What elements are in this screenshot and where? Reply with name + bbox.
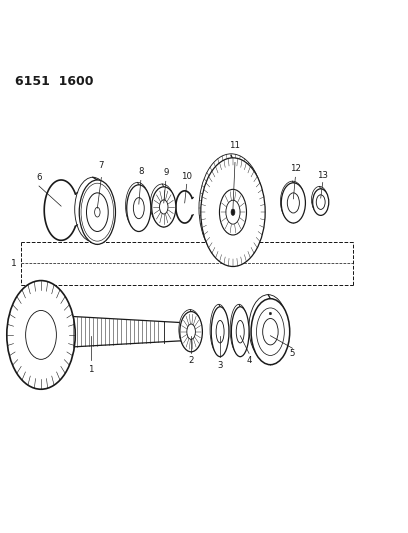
Ellipse shape — [75, 177, 111, 241]
Ellipse shape — [126, 182, 150, 229]
Ellipse shape — [281, 183, 306, 223]
Ellipse shape — [263, 319, 278, 345]
Ellipse shape — [230, 304, 248, 354]
Ellipse shape — [26, 310, 56, 359]
Ellipse shape — [86, 193, 108, 231]
Ellipse shape — [231, 209, 235, 215]
Ellipse shape — [313, 189, 329, 215]
Ellipse shape — [257, 308, 284, 356]
Ellipse shape — [231, 307, 249, 357]
Ellipse shape — [311, 187, 328, 213]
Ellipse shape — [160, 200, 168, 214]
Ellipse shape — [199, 154, 263, 262]
Text: 12: 12 — [290, 164, 301, 173]
Ellipse shape — [210, 304, 228, 354]
Ellipse shape — [180, 312, 202, 352]
Text: 11: 11 — [229, 141, 240, 150]
Ellipse shape — [316, 195, 325, 209]
Text: 10: 10 — [181, 172, 192, 181]
Ellipse shape — [269, 312, 272, 315]
Ellipse shape — [7, 280, 75, 389]
Ellipse shape — [152, 187, 176, 227]
Text: 1: 1 — [88, 366, 93, 374]
Ellipse shape — [201, 158, 265, 266]
Text: 13: 13 — [317, 172, 328, 181]
Ellipse shape — [211, 307, 229, 357]
Ellipse shape — [220, 189, 246, 235]
Ellipse shape — [226, 200, 240, 224]
Ellipse shape — [133, 198, 144, 219]
Ellipse shape — [179, 310, 202, 350]
Text: 9: 9 — [163, 168, 169, 177]
Ellipse shape — [287, 193, 299, 213]
Text: 8: 8 — [138, 167, 144, 175]
Ellipse shape — [236, 320, 244, 343]
Text: 6151  1600: 6151 1600 — [15, 75, 93, 88]
Text: 3: 3 — [217, 361, 223, 370]
Ellipse shape — [95, 207, 100, 217]
Text: 2: 2 — [188, 356, 194, 365]
Ellipse shape — [184, 326, 188, 344]
Text: 6: 6 — [36, 173, 42, 182]
Text: 4: 4 — [246, 356, 252, 365]
Text: 5: 5 — [290, 349, 295, 358]
Text: 7: 7 — [99, 161, 104, 171]
Ellipse shape — [216, 320, 224, 343]
Ellipse shape — [187, 324, 195, 340]
Ellipse shape — [280, 181, 305, 221]
Ellipse shape — [127, 185, 151, 231]
Ellipse shape — [150, 184, 174, 224]
Ellipse shape — [79, 180, 115, 244]
Text: 1: 1 — [11, 259, 17, 268]
Ellipse shape — [249, 295, 288, 361]
Ellipse shape — [251, 298, 290, 365]
